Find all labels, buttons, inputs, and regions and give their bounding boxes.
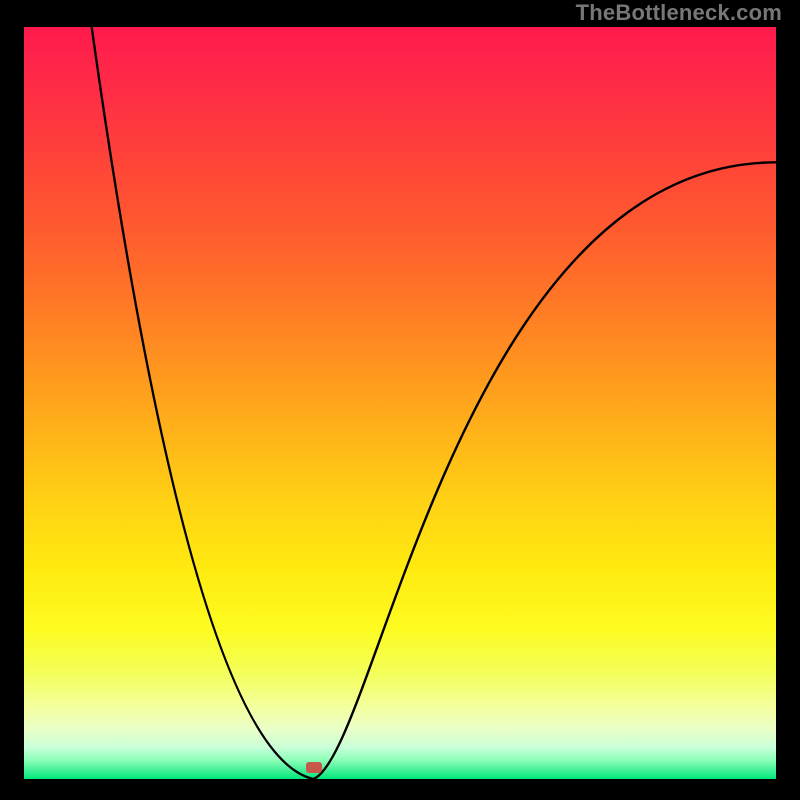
chart-container: TheBottleneck.com — [0, 0, 800, 800]
curve-path — [92, 27, 776, 779]
optimal-marker — [306, 762, 322, 773]
bottleneck-curve — [0, 0, 800, 800]
